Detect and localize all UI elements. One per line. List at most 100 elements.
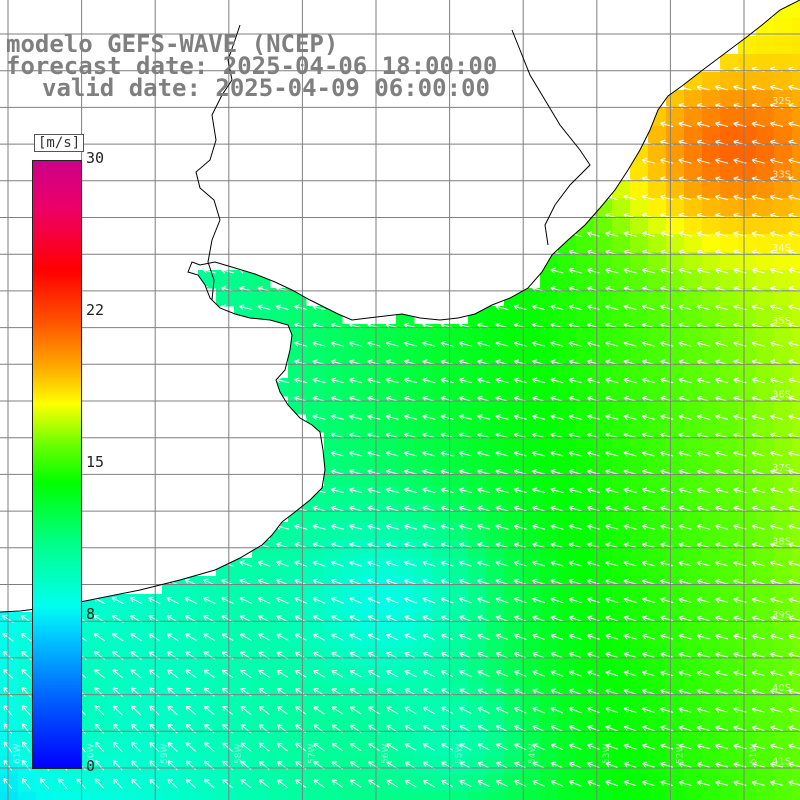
wind-speed-cell	[144, 684, 163, 703]
wind-speed-cell	[90, 792, 109, 800]
wind-arrow	[495, 651, 509, 659]
wind-speed-cell	[558, 306, 577, 325]
wind-speed-cell	[54, 774, 73, 793]
wind-speed-cell	[414, 702, 433, 721]
wind-arrow	[751, 194, 765, 201]
wind-arrow	[550, 560, 564, 567]
wind-arrow	[440, 505, 454, 512]
wind-speed-cell	[738, 234, 757, 253]
wind-speed-cell	[720, 198, 739, 217]
wind-speed-cell	[306, 540, 325, 559]
wind-speed-cell	[324, 558, 343, 577]
wind-speed-cell	[684, 774, 703, 793]
wind-arrow	[513, 560, 527, 567]
wind-speed-cell	[342, 792, 361, 800]
wind-arrow	[257, 304, 271, 311]
wind-arrow	[605, 597, 619, 604]
wind-speed-cell	[414, 432, 433, 451]
wind-speed-cell	[720, 162, 739, 181]
wind-speed-cell	[630, 594, 649, 613]
wind-arrow	[605, 633, 619, 640]
wind-arrow	[532, 578, 546, 585]
wind-speed-cell	[396, 522, 415, 541]
wind-speed-cell	[774, 126, 793, 145]
wind-arrow	[495, 377, 509, 384]
longitude-labels: 61W 60W 59W 58W 57W 56W 55W 54W 53W 52W 51W	[13, 744, 759, 764]
wind-speed-cell	[630, 684, 649, 703]
wind-speed-cell	[396, 648, 415, 667]
wind-speed-cell	[108, 648, 127, 667]
wind-arrow	[477, 487, 491, 494]
wind-speed-cell	[702, 198, 721, 217]
wind-speed-cell	[414, 414, 433, 433]
wind-arrow	[403, 450, 418, 457]
wind-speed-cell	[306, 342, 325, 361]
wind-arrow	[568, 779, 582, 787]
wind-speed-cell	[252, 774, 271, 793]
wind-speed-cell	[486, 306, 505, 325]
wind-arrow	[404, 542, 417, 549]
wind-arrow	[513, 304, 527, 311]
wind-speed-cell	[234, 666, 253, 685]
wind-speed-cell	[378, 594, 397, 613]
wind-arrow	[751, 121, 765, 128]
wind-speed-cell	[324, 324, 343, 343]
wind-speed-cell	[738, 126, 757, 145]
wind-speed-cell	[684, 270, 703, 289]
wind-arrow	[422, 743, 435, 751]
wind-speed-cell	[360, 702, 379, 721]
wind-speed-cell	[792, 684, 800, 703]
wind-speed-cell	[774, 720, 793, 739]
wind-arrow	[587, 761, 600, 769]
wind-speed-cell	[504, 558, 523, 577]
wind-speed-cell	[576, 432, 595, 451]
wind-arrow	[715, 523, 729, 530]
wind-speed-cell	[756, 288, 775, 307]
wind-arrow	[550, 487, 564, 494]
wind-speed-cell	[252, 576, 271, 595]
wind-speed-cell	[648, 288, 667, 307]
wind-speed-cell	[252, 792, 271, 800]
colorbar	[32, 160, 82, 769]
wind-speed-cell	[198, 702, 217, 721]
wind-speed-cell	[360, 378, 379, 397]
colorbar-tick-30: 30	[86, 149, 105, 168]
wind-speed-cell	[486, 432, 505, 451]
longitude-label: 59W	[160, 744, 170, 764]
wind-speed-cell	[792, 324, 800, 343]
wind-arrow	[751, 578, 765, 585]
wind-arrow	[715, 267, 729, 274]
wind-arrow	[167, 742, 178, 752]
wind-speed-cell	[792, 576, 800, 595]
wind-speed-cell	[270, 594, 289, 613]
wind-speed-cell	[666, 360, 685, 379]
wind-arrow	[458, 487, 472, 494]
wind-arrow	[769, 615, 784, 622]
wind-arrow	[678, 652, 692, 658]
wind-arrow	[513, 505, 527, 512]
wind-speed-cell	[630, 468, 649, 487]
wind-speed-cell	[702, 594, 721, 613]
wind-arrow	[513, 450, 527, 457]
wind-speed-cell	[792, 504, 800, 523]
wind-arrow	[276, 742, 288, 752]
wind-speed-cell	[684, 144, 703, 163]
wind-arrow	[696, 633, 710, 640]
wind-arrow	[477, 597, 491, 604]
wind-arrow	[532, 597, 546, 604]
wind-speed-cell	[630, 720, 649, 739]
wind-arrow	[586, 267, 601, 274]
wind-speed-cell	[720, 216, 739, 235]
wind-speed-cell	[450, 720, 469, 739]
wind-speed-cell	[234, 576, 253, 595]
wind-speed-cell	[360, 720, 379, 739]
wind-speed-cell	[360, 630, 379, 649]
wind-arrow	[696, 743, 710, 750]
wind-arrow	[550, 761, 564, 769]
wind-speed-cell	[252, 666, 271, 685]
wind-speed-cell	[504, 432, 523, 451]
wind-arrow	[605, 560, 619, 567]
wind-speed-cell	[738, 540, 757, 559]
wind-speed-cell	[450, 396, 469, 415]
wind-arrow	[331, 706, 344, 715]
